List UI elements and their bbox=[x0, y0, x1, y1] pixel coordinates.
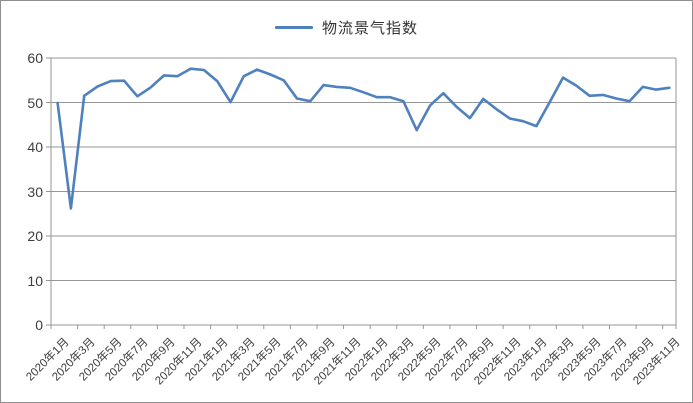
legend-label: 物流景气指数 bbox=[321, 20, 418, 37]
legend-line-swatch bbox=[274, 26, 313, 29]
y-axis-label: 50 bbox=[27, 94, 43, 111]
y-axis-label: 20 bbox=[27, 228, 43, 244]
y-axis-label: 30 bbox=[27, 183, 43, 200]
y-axis-label: 0 bbox=[35, 317, 43, 333]
y-axis-label: 10 bbox=[27, 272, 43, 289]
series-line bbox=[56, 67, 671, 210]
legend: 物流景气指数 bbox=[1, 17, 692, 38]
y-axis-label: 40 bbox=[27, 139, 43, 155]
y-axis-label: 60 bbox=[27, 50, 43, 66]
